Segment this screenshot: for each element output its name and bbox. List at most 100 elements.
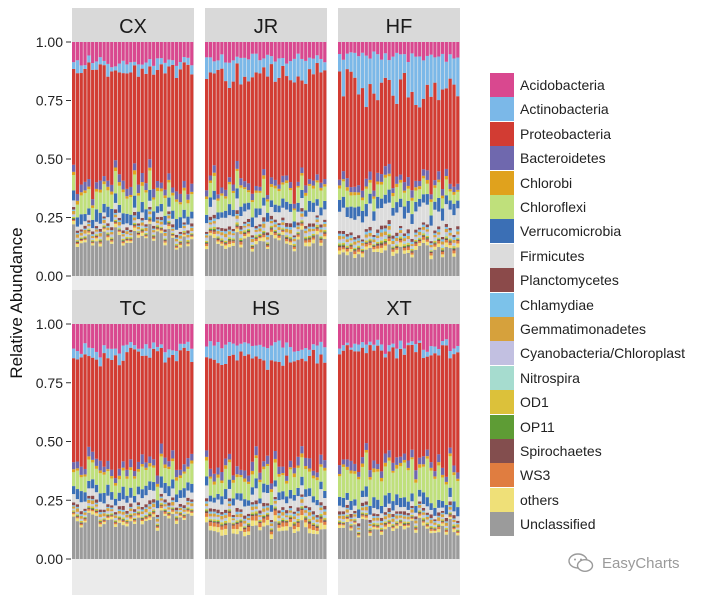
segment-firmicutes bbox=[452, 511, 456, 516]
segment-unclassified bbox=[220, 245, 224, 276]
segment-actinobacteria bbox=[155, 58, 160, 70]
segment-unclassified bbox=[262, 526, 266, 559]
segment-op11 bbox=[456, 530, 460, 531]
segment-cyanobacteria-chloroplast bbox=[269, 526, 274, 528]
segment-ws3 bbox=[266, 516, 270, 520]
segment-spirochaetes bbox=[292, 524, 296, 526]
segment-spirochaetes bbox=[231, 240, 235, 242]
segment-verrucomicrobia bbox=[72, 486, 76, 495]
segment-verrucomicrobia bbox=[341, 497, 346, 508]
segment-actinobacteria bbox=[152, 342, 156, 349]
segment-acidobacteria bbox=[98, 324, 102, 358]
segment-others bbox=[391, 528, 395, 531]
segment-actinobacteria bbox=[379, 344, 384, 351]
segment-verrucomicrobia bbox=[190, 211, 194, 219]
segment-chloroflexi bbox=[414, 190, 418, 202]
segment-proteobacteria bbox=[121, 73, 125, 181]
segment-gemmatimonadetes bbox=[323, 223, 327, 227]
segment-acidobacteria bbox=[372, 324, 376, 345]
segment-op11 bbox=[421, 234, 426, 236]
segment-nitrospira bbox=[91, 239, 95, 241]
segment-bacteroidetes bbox=[178, 469, 182, 476]
segment-op11 bbox=[266, 514, 270, 516]
segment-unclassified bbox=[273, 521, 277, 559]
segment-gemmatimonadetes bbox=[75, 508, 80, 512]
segment-nitrospira bbox=[452, 523, 456, 525]
segment-acidobacteria bbox=[281, 42, 285, 58]
segment-od1 bbox=[383, 239, 387, 241]
segment-verrucomicrobia bbox=[75, 217, 80, 227]
segment-acidobacteria bbox=[307, 324, 312, 350]
segment-chlamydiae bbox=[307, 510, 312, 513]
segment-cyanobacteria-chloroplast bbox=[254, 231, 258, 234]
segment-others bbox=[220, 243, 224, 246]
legend-item: Chlorobi bbox=[490, 170, 572, 195]
bar-9 bbox=[235, 42, 239, 276]
segment-bacteroidetes bbox=[376, 172, 380, 182]
segment-cyanobacteria-chloroplast bbox=[186, 237, 190, 240]
segment-planctomycetes bbox=[98, 228, 102, 232]
segment-actinobacteria bbox=[360, 52, 365, 89]
segment-od1 bbox=[425, 522, 429, 525]
segment-op11 bbox=[311, 524, 315, 525]
segment-spirochaetes bbox=[91, 509, 95, 510]
segment-acidobacteria bbox=[220, 42, 224, 55]
segment-spirochaetes bbox=[266, 515, 270, 517]
segment-spirochaetes bbox=[315, 227, 319, 229]
segment-acidobacteria bbox=[410, 42, 414, 54]
segment-od1 bbox=[91, 506, 95, 509]
segment-gemmatimonadetes bbox=[220, 515, 224, 520]
segment-acidobacteria bbox=[144, 324, 148, 345]
segment-firmicutes bbox=[440, 507, 445, 511]
segment-verrucomicrobia bbox=[440, 501, 445, 508]
segment-verrucomicrobia bbox=[254, 208, 258, 218]
segment-chlamydiae bbox=[186, 500, 190, 503]
segment-gemmatimonadetes bbox=[212, 221, 216, 224]
segment-chlorobi bbox=[437, 179, 441, 183]
segment-op11 bbox=[372, 524, 376, 526]
bar-16 bbox=[262, 324, 266, 559]
segment-planctomycetes bbox=[152, 225, 156, 229]
segment-ws3 bbox=[167, 224, 171, 227]
segment-chlamydiae bbox=[440, 239, 445, 242]
segment-bacteroidetes bbox=[379, 471, 384, 478]
segment-unclassified bbox=[87, 234, 91, 276]
segment-cyanobacteria-chloroplast bbox=[113, 517, 118, 520]
segment-unclassified bbox=[311, 533, 315, 559]
segment-gemmatimonadetes bbox=[190, 503, 194, 507]
segment-chlamydiae bbox=[452, 518, 456, 520]
segment-firmicutes bbox=[258, 214, 262, 225]
segment-spirochaetes bbox=[94, 235, 99, 237]
segment-bacteroidetes bbox=[418, 457, 422, 465]
segment-proteobacteria bbox=[452, 354, 456, 466]
segment-verrucomicrobia bbox=[383, 495, 387, 507]
segment-od1 bbox=[113, 520, 118, 522]
segment-chlamydiae bbox=[391, 516, 395, 519]
segment-chlorobi bbox=[315, 477, 319, 481]
segment-chlamydiae bbox=[387, 224, 391, 227]
bar-20 bbox=[144, 42, 148, 276]
segment-cyanobacteria-chloroplast bbox=[292, 241, 296, 243]
segment-unclassified bbox=[190, 515, 194, 559]
segment-spirochaetes bbox=[239, 521, 243, 523]
segment-bacteroidetes bbox=[399, 174, 403, 180]
segment-others bbox=[171, 511, 175, 514]
segment-others bbox=[437, 243, 441, 248]
segment-cyanobacteria-chloroplast bbox=[231, 520, 235, 522]
segment-firmicutes bbox=[296, 211, 300, 223]
segment-others bbox=[418, 242, 422, 246]
segment-firmicutes bbox=[357, 517, 361, 524]
segment-acidobacteria bbox=[372, 42, 376, 52]
segment-ws3 bbox=[174, 246, 179, 248]
segment-unclassified bbox=[372, 252, 376, 276]
segment-nitrospira bbox=[140, 227, 144, 229]
segment-gemmatimonadetes bbox=[357, 240, 361, 243]
segment-actinobacteria bbox=[155, 346, 160, 352]
legend-label: Actinobacteria bbox=[520, 101, 609, 118]
segment-chloroflexi bbox=[368, 479, 372, 506]
segment-od1 bbox=[391, 246, 395, 248]
segment-chlamydiae bbox=[216, 229, 220, 232]
segment-verrucomicrobia bbox=[410, 493, 414, 502]
segment-op11 bbox=[121, 518, 125, 520]
segment-planctomycetes bbox=[190, 499, 194, 502]
